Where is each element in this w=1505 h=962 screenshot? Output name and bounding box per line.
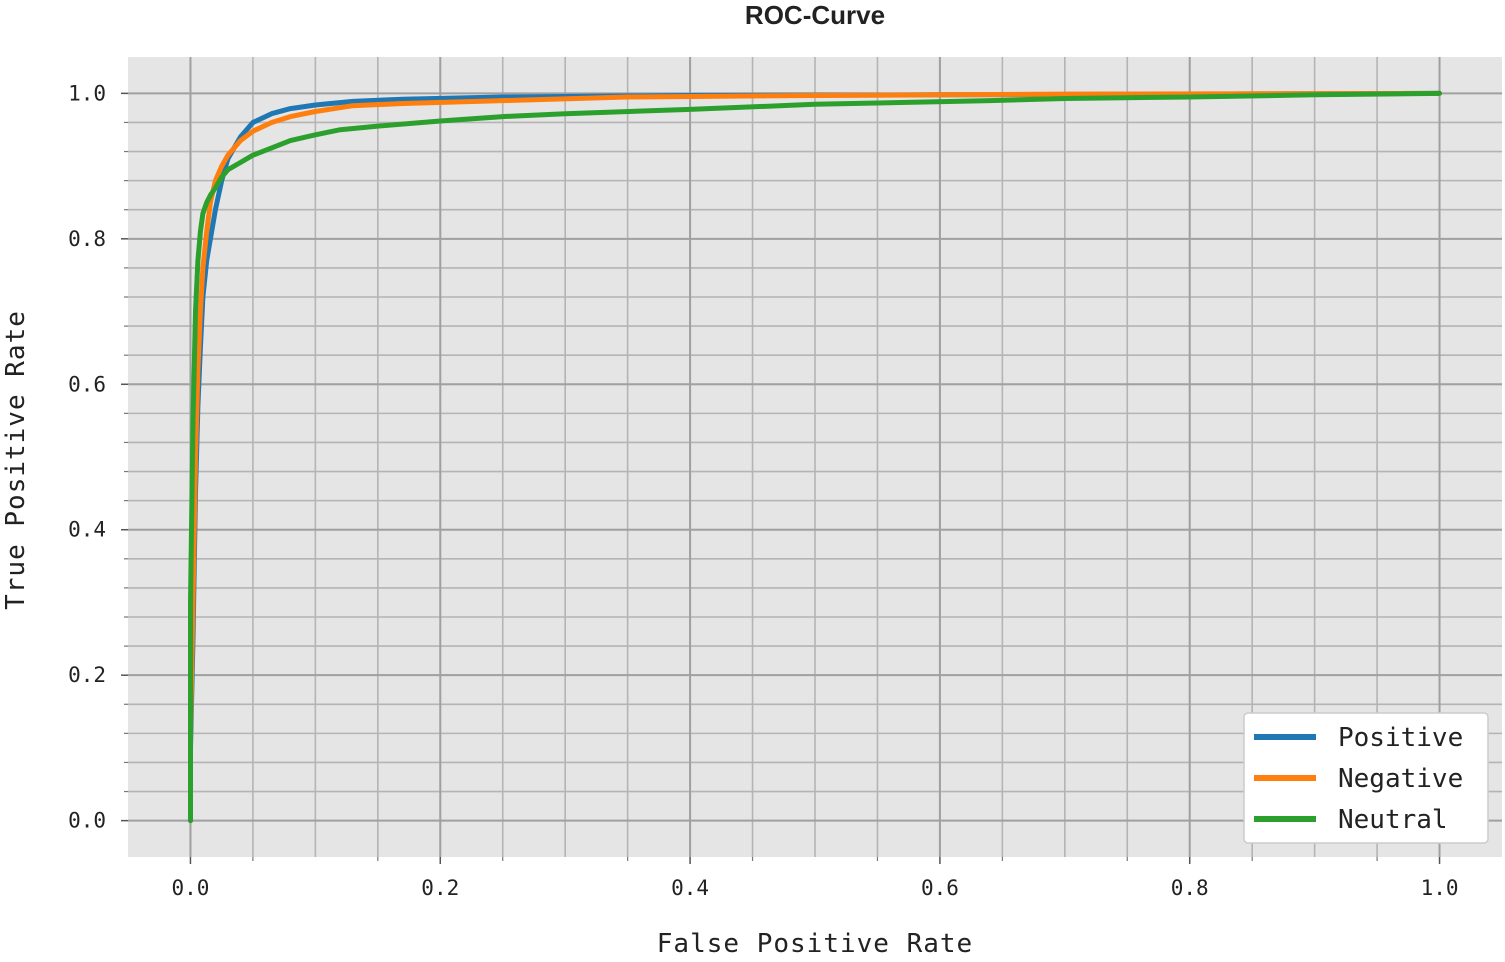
series-lines: [188, 90, 1442, 824]
x-axis-label: False Positive Rate: [657, 929, 973, 957]
legend-label-neutral: Neutral: [1338, 805, 1448, 835]
x-tick-label: 0.4: [671, 876, 709, 900]
y-tick-label: 0.4: [68, 518, 106, 542]
y-tick-label: 1.0: [68, 81, 106, 105]
axis-ticks: 0.0 0.2 0.4 0.6 0.8 1.0 0.0 0.2 0.4 0.6 0.8 1.0: [68, 81, 1458, 900]
y-tick-label: 0.0: [68, 809, 106, 833]
series-line-negative: [188, 90, 1442, 824]
x-tick-label: 0.6: [921, 876, 959, 900]
y-axis-label: True Positive Rate: [1, 310, 31, 610]
legend-label-negative: Negative: [1338, 764, 1463, 794]
x-tick-label: 0.0: [171, 876, 209, 900]
legend-box: [1243, 712, 1489, 844]
legend: Positive Negative Neutral: [1243, 712, 1489, 844]
series-line-neutral: [188, 90, 1442, 824]
x-tick-label: 0.8: [1171, 876, 1209, 900]
y-tick-label: 0.2: [68, 663, 106, 687]
y-tick-label: 0.6: [68, 372, 106, 396]
y-tick-label: 0.8: [68, 227, 106, 251]
x-tick-label: 1.0: [1421, 876, 1459, 900]
legend-label-positive: Positive: [1338, 723, 1463, 753]
chart-title: ROC-Curve: [745, 0, 885, 30]
x-tick-label: 0.2: [421, 876, 459, 900]
